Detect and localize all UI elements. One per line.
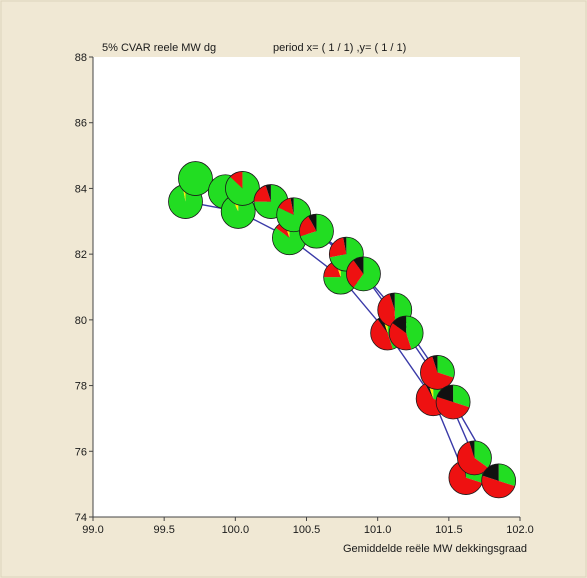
x-ticks: 99.0 99.5 100.0 100.5 101.0 101.5 102.0	[82, 517, 534, 536]
pie-outline-20	[481, 463, 517, 499]
pie-slice-1-0	[178, 161, 213, 196]
pie-slice-11-0	[353, 256, 381, 291]
plot-area	[93, 57, 520, 517]
pie-outline-17	[435, 384, 471, 420]
pie-slice-11-2	[353, 256, 364, 274]
pie-slice-16-1	[420, 356, 454, 390]
pie-outline-19	[457, 440, 492, 476]
pie-marker-14	[388, 315, 424, 351]
pie-outline-14	[388, 315, 424, 351]
y-tick-label-7: 88	[75, 52, 87, 64]
x-tick-label-5: 101.5	[435, 524, 463, 536]
pie-outline-11	[346, 256, 381, 292]
chart-subtitle: period x= ( 1 / 1) ,y= ( 1 / 1)	[273, 42, 406, 54]
pie-marker-16	[420, 355, 455, 390]
pie-slice-19-1	[457, 441, 489, 475]
pie-slice-4-0	[225, 171, 260, 206]
pie-slice-12-1	[370, 319, 393, 350]
pie-slice-16-0	[437, 355, 455, 378]
pie-slice-6-1	[275, 221, 290, 238]
y-tick-label-5: 84	[75, 183, 87, 195]
pie-slice-14-0	[406, 316, 424, 350]
pie-slice-20-1	[481, 475, 515, 498]
pie-outline-8	[299, 213, 334, 249]
pie-outline-4	[225, 171, 260, 206]
y-tick-label-3: 80	[75, 315, 87, 327]
x-tick-label-4: 101.0	[364, 524, 392, 536]
pie-slice-7-1	[278, 198, 294, 215]
x-tick-label-2: 100.0	[222, 524, 250, 536]
pie-marker-11	[346, 256, 381, 292]
pie-slice-10-2	[343, 237, 347, 255]
pie-slice-12-2	[377, 316, 388, 333]
pie-outline-7	[276, 197, 312, 233]
pie-slice-7-2	[290, 197, 294, 215]
pie-marker-19	[457, 440, 492, 476]
x-tick-label-6: 102.0	[506, 524, 534, 536]
pie-marker-20	[481, 463, 517, 499]
x-tick-label-1: 99.5	[153, 524, 174, 536]
x-tick-label-3: 100.5	[293, 524, 321, 536]
pie-slice-5-2	[265, 184, 271, 202]
pie-slice-8-2	[308, 214, 317, 232]
pie-slice-17-2	[436, 385, 454, 402]
pie-marker-8	[299, 213, 334, 249]
pie-slice-10-1	[329, 237, 347, 258]
pie-slice-11-1	[346, 260, 364, 288]
y-tick-label-6: 86	[75, 118, 87, 130]
x-tick-label-0: 99.0	[82, 524, 103, 536]
pie-slice-4-1	[230, 171, 243, 189]
pie-slice-5-1	[253, 185, 271, 202]
pie-slice-14-1	[389, 323, 412, 351]
pie-slice-19-0	[474, 440, 492, 468]
y-tick-label-0: 74	[75, 512, 87, 524]
pie-slice-20-2	[482, 463, 499, 481]
pie-slice-18-1	[448, 460, 483, 495]
pie-markers	[168, 161, 517, 499]
pie-marker-1	[178, 161, 213, 196]
pie-slice-13-1	[377, 293, 395, 327]
y-tick-label-4: 82	[75, 249, 87, 261]
pie-slice-14-2	[392, 316, 407, 333]
pie-slice-16-2	[432, 355, 438, 373]
pie-slice-17-0	[453, 384, 471, 408]
pie-slice-17-1	[436, 396, 470, 419]
pie-marker-4	[225, 171, 260, 206]
pie-slice-13-2	[389, 292, 395, 310]
pie-marker-17	[435, 384, 471, 420]
pie-slice-8-0	[300, 214, 334, 249]
pie-slice-15-2	[424, 382, 434, 399]
y-ticks: 74 76 78 80 82 84 86 88	[75, 52, 93, 524]
y-tick-label-2: 78	[75, 381, 87, 393]
x-axis-label: Gemiddelde reële MW dekkingsgraad	[343, 543, 527, 555]
y-tick-label-1: 76	[75, 446, 87, 458]
chart-title: 5% CVAR reele MW dg	[102, 42, 216, 54]
pie-outline-1	[178, 161, 213, 196]
pie-slice-20-0	[498, 463, 516, 487]
pie-slice-19-2	[469, 440, 475, 458]
pie-outline-16	[420, 355, 455, 390]
pie-slice-8-1	[299, 216, 317, 237]
